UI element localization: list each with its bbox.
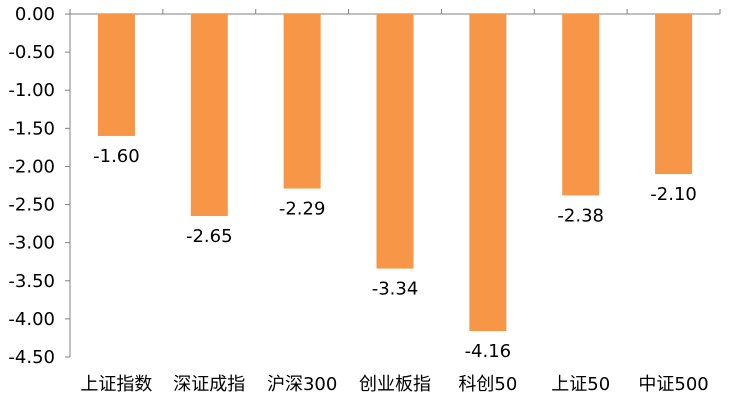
y-tick-label: -1.00 (8, 80, 55, 101)
data-label: -2.38 (557, 205, 604, 226)
data-labels: -1.60 -2.65 -2.29 -3.34 -4.16 -2.38 -2.10 (93, 146, 697, 362)
bar-3 (283, 14, 321, 189)
bar-5 (469, 14, 507, 332)
bar-7 (655, 14, 693, 175)
category-label: 创业板指 (359, 374, 431, 395)
bar-4 (376, 14, 414, 269)
y-tick-label: 0.00 (15, 4, 55, 25)
category-label: 上证50 (551, 374, 610, 395)
y-tick-label: -1.50 (8, 118, 55, 139)
data-label: -2.65 (186, 226, 233, 247)
y-tick-label: -3.50 (8, 271, 55, 292)
x-category-labels: 上证指数 深证成指 沪深300 创业板指 科创50 上证50 中证500 (80, 374, 708, 395)
data-label: -4.16 (465, 341, 512, 362)
y-tick-label: -2.00 (8, 156, 55, 177)
category-label: 上证指数 (80, 374, 152, 395)
data-label: -2.29 (279, 199, 326, 220)
chart-bars (97, 14, 693, 332)
y-tick-label: -3.00 (8, 233, 55, 254)
y-tick-label: -0.50 (8, 42, 55, 63)
bar-6 (562, 14, 600, 196)
category-label: 中证500 (638, 374, 708, 395)
bar-1 (97, 14, 135, 136)
category-label: 深证成指 (173, 374, 245, 395)
y-tick-label: -4.00 (8, 309, 55, 330)
y-tick-label: -2.50 (8, 195, 55, 216)
category-label: 科创50 (458, 374, 517, 395)
y-tick-label: -4.50 (8, 347, 55, 368)
data-label: -3.34 (372, 279, 419, 300)
bar-2 (190, 14, 228, 216)
data-label: -1.60 (93, 146, 140, 167)
data-label: -2.10 (650, 184, 697, 205)
category-label: 沪深300 (267, 374, 337, 395)
y-tick-labels: 0.00 -0.50 -1.00 -1.50 -2.00 -2.50 -3.00 -3.50 -… (8, 4, 55, 368)
